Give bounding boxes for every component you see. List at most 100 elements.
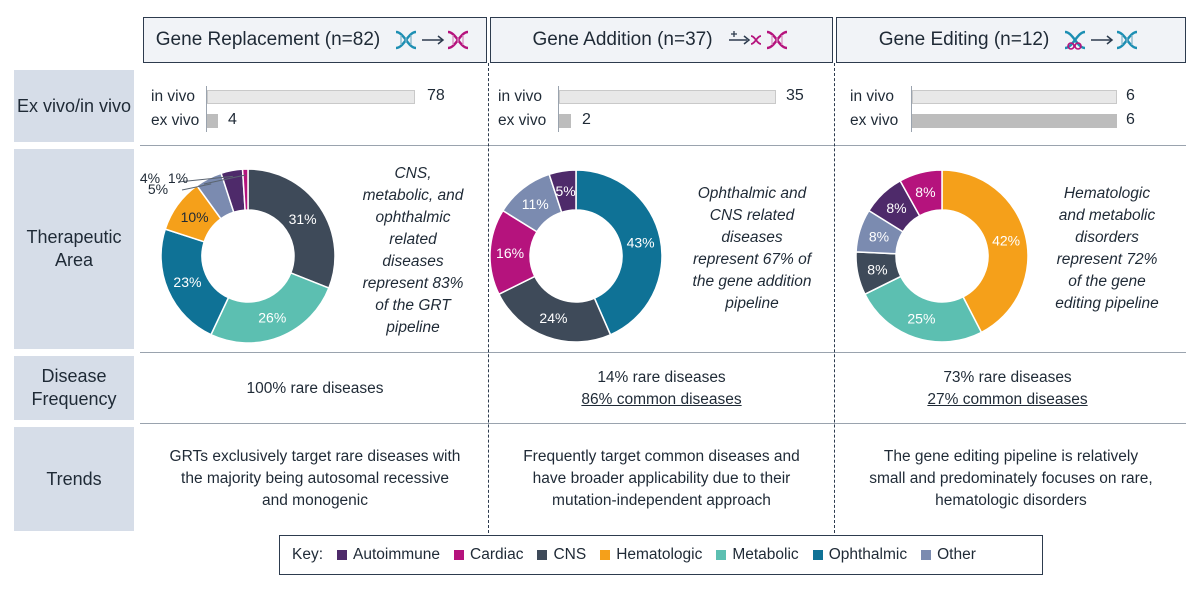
donut-slice-label: 43% (627, 234, 655, 250)
therapeutic-caption: Hematologic and metabolic disorders repres… (1055, 185, 1159, 312)
donut-slice-label: 8% (867, 262, 887, 278)
legend-item: Hematologic (600, 546, 702, 564)
trend-text: The gene editing pipeline is relatively s… (869, 448, 1153, 509)
therapeutic-caption: CNS, metabolic, and ophthalmic related dise… (362, 165, 464, 336)
dna-editing-icon (1065, 30, 1138, 50)
donut-leader-line (177, 175, 233, 183)
donut-leader-line (181, 183, 212, 191)
bar-axis (206, 86, 207, 132)
rare-diseases-text: 100% rare diseases (246, 380, 384, 397)
row-label-trends: Trends (14, 427, 134, 531)
common-diseases-text: 27% common diseases (927, 391, 1088, 408)
donut-chart-gene-replacement: 31% 26% 23% 10% 5%4% 1% (140, 168, 336, 344)
donut-slice-cardiac (241, 168, 249, 211)
donut-slice-label: 5% (555, 183, 575, 199)
frequency-cell: 14% rare diseases 86% common diseases (490, 367, 833, 411)
legend-item: Autoimmune (337, 546, 440, 564)
donut-leader-line (203, 174, 246, 185)
row-label-disease-frequency: Disease Frequency (14, 356, 134, 420)
donut-chart-gene-addition: 43% 24% 16% 11% 5% (490, 169, 663, 343)
bar-value: 2 (582, 111, 591, 128)
donut-slice-label: 8% (869, 228, 889, 244)
legend-swatch (600, 550, 611, 560)
rare-diseases-text: 73% rare diseases (943, 369, 1072, 386)
header-gene-addition: Gene Addition (n=37) (490, 17, 833, 63)
donut-slice-label: 24% (539, 310, 567, 326)
donut-slice-label: 8% (886, 200, 906, 216)
donut-slice-label: 5% (148, 181, 168, 197)
rare-diseases-text: 14% rare diseases (597, 369, 726, 386)
donut-slice-label: 42% (992, 232, 1020, 248)
legend-item: Ophthalmic (812, 546, 907, 564)
bar-in-vivo (207, 90, 415, 104)
trend-text: GRTs exclusively target rare diseases wi… (169, 448, 461, 509)
header-title: Gene Editing (n=12) (878, 29, 1050, 50)
legend-title: Key: (292, 546, 324, 563)
dna-replacement-icon (395, 30, 469, 50)
legend-swatch (812, 550, 823, 560)
row-divider (140, 423, 1186, 424)
donut-slice-ophthalmic (575, 169, 663, 336)
donut-slice-label: 25% (907, 311, 935, 327)
row-label-ex-vivo: Ex vivo/in vivo (14, 70, 134, 142)
legend-swatch (454, 550, 465, 560)
header-gene-replacement: Gene Replacement (n=82) (143, 17, 487, 63)
bar-label-ex-vivo: ex vivo (151, 112, 200, 129)
bar-axis (911, 86, 912, 132)
bar-label-ex-vivo: ex vivo (850, 112, 899, 129)
legend-swatch (716, 550, 727, 560)
donut-slice-label: 16% (496, 245, 524, 261)
column-divider (488, 63, 489, 533)
bar-value: 35 (786, 87, 804, 104)
donut-slice-cardiac (899, 169, 943, 217)
bar-ex-vivo (559, 114, 572, 128)
bar-value: 6 (1126, 87, 1135, 104)
trend-text: Frequently target common diseases and hav… (523, 448, 800, 509)
common-diseases-text: 86% common diseases (581, 391, 742, 408)
legend-item: Other (921, 546, 976, 564)
row-divider (140, 145, 1186, 146)
header-title: Gene Replacement (n=82) (155, 29, 381, 50)
bar-label-in-vivo: in vivo (498, 88, 542, 105)
header-gene-editing: Gene Editing (n=12) (836, 17, 1186, 63)
bar-label-in-vivo: in vivo (151, 88, 195, 105)
legend-swatch (537, 550, 548, 560)
donut-slice-metabolic (863, 275, 983, 343)
donut-slice-label: 26% (258, 309, 286, 325)
donut-slice-hematologic (941, 169, 1029, 334)
donut-slice-label: 1% (168, 170, 188, 186)
bar-value: 78 (427, 87, 445, 104)
row-divider (140, 352, 1186, 353)
donut-slice-label: 10% (181, 209, 209, 225)
bar-value: 6 (1126, 111, 1135, 128)
donut-slice-label: 8% (915, 184, 935, 200)
frequency-cell: 73% rare diseases 27% common diseases (836, 367, 1179, 411)
donut-chart-gene-editing: 42% 25% 8% 8% 8% 8% (855, 169, 1029, 343)
donut-slice-label: 11% (522, 196, 549, 212)
donut-slice-cns (247, 168, 336, 290)
bar-axis (558, 86, 559, 132)
bar-in-vivo (912, 90, 1117, 104)
frequency-cell: 100% rare diseases (143, 378, 487, 400)
legend-item: Metabolic (716, 546, 799, 564)
bar-label-ex-vivo: ex vivo (498, 112, 547, 129)
bar-ex-vivo (207, 114, 218, 128)
column-divider (834, 63, 835, 533)
row-label-therapeutic-area: Therapeutic Area (14, 149, 134, 349)
legend-swatch (337, 550, 348, 560)
legend-item: Cardiac (454, 546, 523, 564)
donut-slice-label: 31% (289, 211, 317, 227)
bar-in-vivo (559, 90, 776, 104)
dna-addition-icon (728, 30, 787, 50)
donut-slice-ophthalmic (160, 228, 230, 336)
bar-value: 4 (228, 111, 237, 128)
legend: Key: Autoimmune Cardiac CNS Hematologic … (279, 535, 1043, 575)
legend-item: CNS (537, 546, 586, 564)
donut-slice-label: 4% (140, 170, 160, 186)
donut-slice-label: 23% (173, 274, 201, 290)
bar-label-in-vivo: in vivo (850, 88, 894, 105)
donut-slice-metabolic (209, 271, 330, 344)
bar-ex-vivo (912, 114, 1117, 128)
donut-slice-autoimmune (548, 169, 577, 214)
header-title: Gene Addition (n=37) (532, 29, 713, 50)
